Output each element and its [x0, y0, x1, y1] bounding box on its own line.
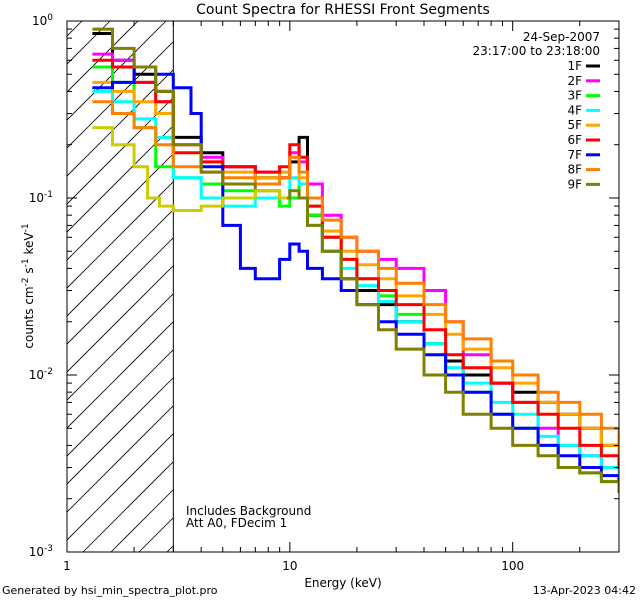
y-axis-label: counts cm-2 s-1 keV-1	[21, 223, 36, 348]
footer-generated-by: Generated by hsi_min_spectra_plot.pro	[2, 584, 218, 597]
plot-frame	[66, 20, 620, 553]
series-line-7f	[92, 65, 619, 484]
footer-timestamp: 13-Apr-2023 04:42	[533, 584, 636, 597]
series-line-extra	[92, 126, 288, 212]
legend-label-2f: 2F	[567, 74, 582, 88]
legend-label-6f: 6F	[567, 133, 582, 147]
series-line-9f	[92, 27, 619, 493]
annotation-attenuator: Att A0, FDecim 1	[186, 516, 287, 530]
y-tick-label: 10-2	[29, 367, 53, 382]
legend-label-9f: 9F	[567, 177, 582, 191]
y-tick-label: 100	[32, 13, 53, 28]
series-line-6f	[92, 58, 619, 469]
x-tick-label: 1	[63, 559, 71, 573]
legend-label-3f: 3F	[567, 89, 582, 103]
y-tick-label: 10-1	[29, 190, 53, 205]
x-axis-label: Energy (keV)	[304, 576, 381, 590]
y-tick-label: 10-3	[29, 544, 53, 559]
legend-label-5f: 5F	[567, 118, 582, 132]
date-label: 24-Sep-2007	[523, 30, 600, 44]
x-tick-label: 100	[501, 559, 524, 573]
annotation-background: Includes Background	[186, 504, 311, 518]
chart-title: Count Spectra for RHESSI Front Segments	[196, 2, 490, 18]
x-tick-label: 10	[282, 559, 297, 573]
legend-label-7f: 7F	[567, 148, 582, 162]
series-line-8f	[92, 100, 619, 447]
legend-label-1f: 1F	[567, 59, 582, 73]
time-range-label: 23:17:00 to 23:18:00	[473, 44, 600, 58]
legend-label-4f: 4F	[567, 103, 582, 117]
legend-label-8f: 8F	[567, 163, 582, 177]
